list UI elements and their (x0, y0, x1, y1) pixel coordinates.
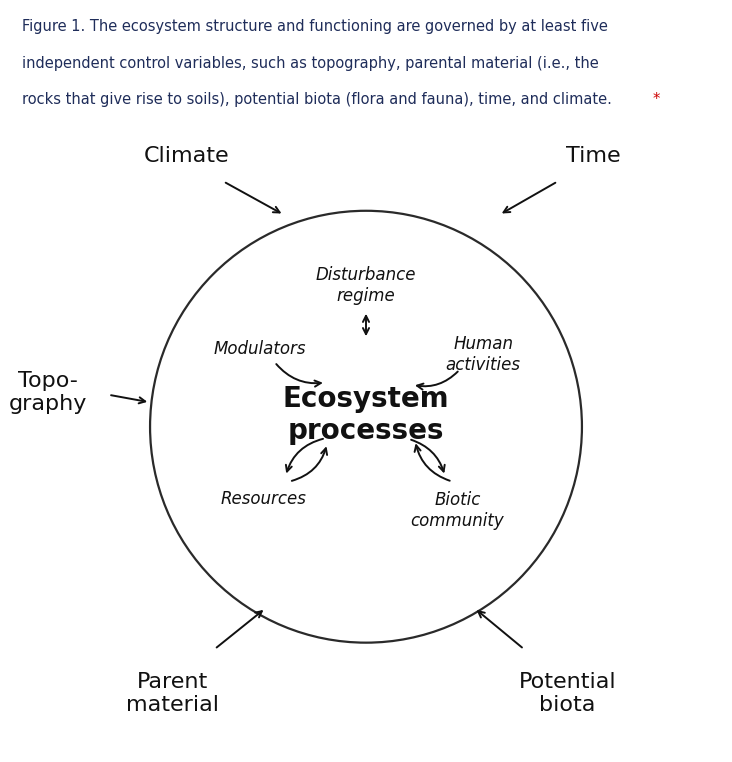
Text: Modulators: Modulators (214, 340, 306, 358)
Text: Potential
biota: Potential biota (518, 672, 616, 715)
Text: Disturbance
regime: Disturbance regime (315, 267, 417, 305)
Text: independent control variables, such as topography, parental material (i.e., the: independent control variables, such as t… (22, 56, 599, 71)
Text: Human
activities: Human activities (446, 335, 520, 373)
Text: rocks that give rise to soils), potential biota (flora and fauna), time, and cli: rocks that give rise to soils), potentia… (22, 92, 612, 107)
Text: Ecosystem
processes: Ecosystem processes (283, 385, 449, 446)
Text: Resources: Resources (220, 490, 307, 508)
Text: Topo-
graphy: Topo- graphy (8, 371, 87, 414)
Text: Time: Time (566, 146, 620, 166)
Text: Climate: Climate (144, 146, 229, 166)
Text: *: * (653, 92, 660, 107)
Text: Figure 1. The ecosystem structure and functioning are governed by at least five: Figure 1. The ecosystem structure and fu… (22, 19, 608, 34)
Text: Parent
material: Parent material (125, 672, 219, 715)
Text: Biotic
community: Biotic community (411, 491, 504, 530)
